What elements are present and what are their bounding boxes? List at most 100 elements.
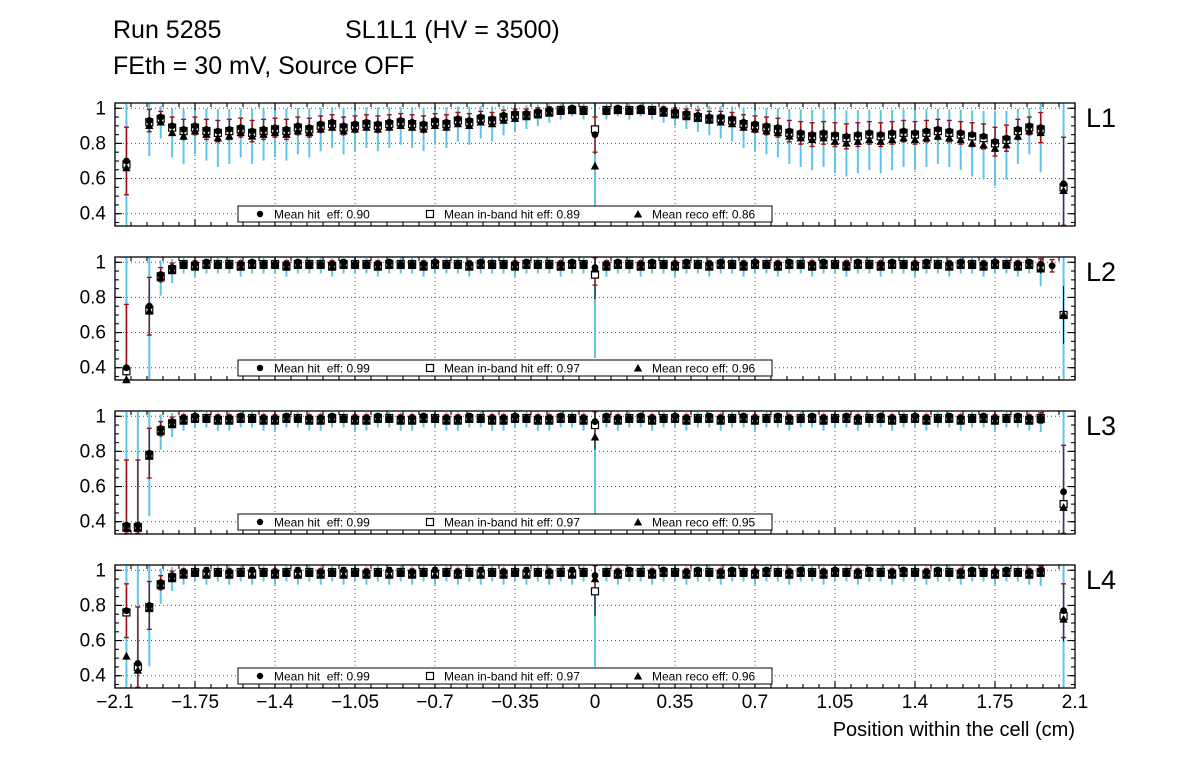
hit-marker: [168, 122, 176, 130]
reco-marker: [327, 569, 337, 577]
reco-marker: [979, 569, 988, 577]
reco-marker: [327, 262, 337, 271]
panel-L3: 0.4 0.6 0.8 1 Mean hit eff: 0.99 Mean in-band…: [80, 406, 1076, 535]
reco-marker: [1013, 262, 1023, 271]
reco-marker: [545, 570, 554, 579]
hit-marker: [203, 125, 210, 133]
reco-marker: [259, 130, 268, 138]
reco-marker: [259, 416, 268, 425]
reco-marker: [247, 131, 257, 140]
reco-marker: [739, 123, 748, 131]
reco-marker: [819, 416, 828, 425]
reco-marker: [979, 415, 988, 423]
reco-marker: [807, 415, 817, 423]
reco-marker: [305, 569, 314, 577]
reco-marker: [396, 416, 405, 425]
reco-marker: [533, 569, 543, 577]
reco-marker: [670, 569, 680, 577]
reco-marker: [407, 570, 417, 579]
reco-marker: [362, 416, 371, 425]
hit-marker: [363, 118, 370, 126]
reco-marker: [796, 415, 805, 423]
conditions-title: FEth = 30 mV, Source OFF: [113, 52, 415, 80]
reco-marker: [270, 261, 280, 269]
reco-marker: [773, 415, 783, 423]
reco-marker: [625, 415, 634, 423]
reco-marker: [499, 115, 508, 124]
hit-marker: [911, 129, 919, 137]
reco-marker: [407, 123, 417, 131]
reco-marker: [350, 569, 360, 577]
reco-marker: [373, 124, 383, 133]
reco-marker: [990, 261, 1000, 269]
x-tick-label: −1.75: [171, 692, 219, 713]
y-tick-label: 0.6: [80, 169, 106, 190]
reco-marker: [956, 416, 965, 425]
legend-box: [237, 205, 773, 223]
reco-marker: [830, 415, 840, 423]
reco-marker: [259, 261, 268, 269]
reco-marker: [602, 107, 611, 115]
reco-marker: [533, 416, 543, 425]
reco-marker: [887, 570, 897, 579]
hit-marker: [408, 118, 416, 126]
legend-reco-marker: [633, 364, 643, 372]
reco-marker: [579, 261, 588, 269]
reco-marker: [545, 416, 554, 425]
inband-marker: [590, 587, 600, 596]
reco-marker: [933, 569, 943, 577]
reco-marker: [419, 415, 428, 423]
reco-marker: [670, 415, 680, 423]
reco-marker: [122, 651, 131, 660]
reco-marker: [156, 427, 165, 436]
reco-marker: [922, 261, 931, 269]
reco-marker: [647, 570, 657, 579]
reco-marker: [316, 416, 325, 425]
reco-marker: [1025, 416, 1034, 425]
reco-marker: [545, 261, 554, 269]
reco-marker: [533, 110, 543, 119]
reco-marker: [305, 128, 314, 137]
reco-marker: [682, 261, 691, 269]
hit-marker: [385, 118, 393, 126]
hit-marker: [934, 125, 942, 133]
reco-marker: [133, 665, 143, 674]
reco-marker: [876, 262, 885, 271]
reco-marker: [407, 416, 417, 425]
reco-marker: [510, 114, 520, 123]
reco-marker: [350, 124, 360, 133]
hit-marker: [214, 127, 222, 135]
hit-marker: [317, 120, 325, 128]
hit-marker: [1048, 262, 1056, 270]
hit-marker: [968, 131, 976, 139]
reco-marker: [579, 569, 588, 577]
reco-marker: [945, 262, 954, 271]
reco-marker: [213, 133, 223, 142]
reco-marker: [465, 569, 474, 577]
legend-inband-label: Mean in-band hit eff: 0.89: [444, 208, 580, 222]
reco-marker: [1059, 310, 1068, 319]
efficiency-chart-svg: 0.4 0.6 0.8 1 Mean hit eff: 0.90 Mean in-band…: [80, 98, 1116, 741]
hit-marker: [854, 131, 862, 139]
hit-marker: [294, 566, 302, 574]
hit-marker: [294, 122, 302, 130]
reco-marker: [167, 128, 177, 137]
reco-marker: [385, 570, 394, 579]
reco-marker: [236, 128, 245, 137]
reco-marker: [419, 124, 428, 133]
reco-marker: [270, 416, 280, 425]
reco-marker: [636, 262, 645, 271]
reco-marker: [145, 306, 154, 315]
reco-marker: [430, 261, 440, 269]
x-tick-label: 0.7: [742, 692, 768, 713]
reco-marker: [499, 416, 508, 425]
reco-marker: [1002, 261, 1011, 269]
reco-marker: [1036, 415, 1045, 423]
run-title: Run 5285: [113, 16, 222, 44]
hit-marker: [808, 131, 816, 139]
hit-marker: [431, 117, 439, 124]
reco-marker: [762, 261, 771, 269]
y-tick-label: 0.8: [80, 441, 106, 462]
reco-marker: [499, 570, 508, 579]
reco-marker: [739, 262, 748, 271]
